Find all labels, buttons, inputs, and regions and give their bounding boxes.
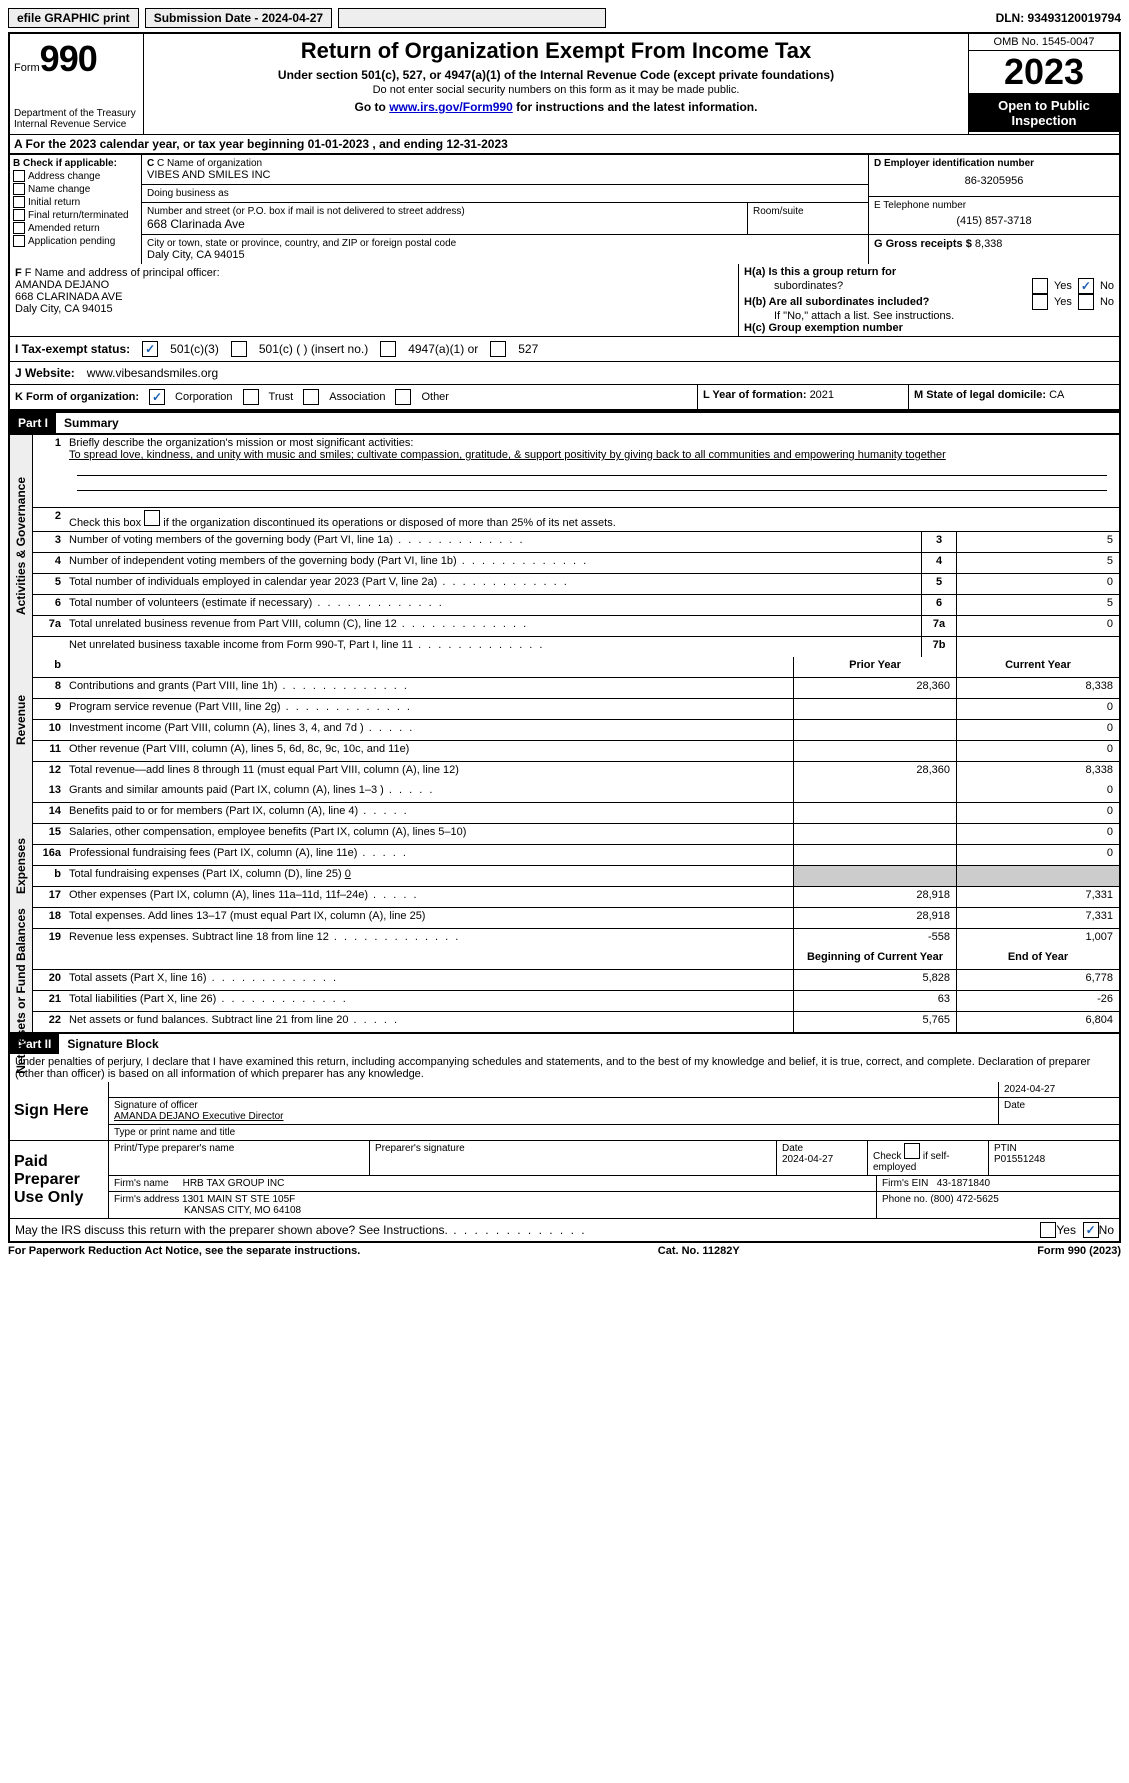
cb-assoc[interactable] xyxy=(303,389,319,405)
blank-button[interactable] xyxy=(338,8,606,28)
officer-name: AMANDA DEJANO xyxy=(15,279,733,291)
sign-here-label: Sign Here xyxy=(10,1082,109,1140)
cb-trust[interactable] xyxy=(243,389,259,405)
org-name-label: C C Name of organization xyxy=(147,158,863,169)
dept-label: Department of the Treasury xyxy=(14,108,139,119)
efile-print-button[interactable]: efile GRAPHIC print xyxy=(8,8,139,28)
phone-label: E Telephone number xyxy=(874,200,1114,211)
mission-text: To spread love, kindness, and unity with… xyxy=(69,449,946,461)
cb-app-pending[interactable] xyxy=(13,235,25,247)
form-header: Form 990 Department of the Treasury Inte… xyxy=(8,32,1121,134)
city-value: Daly City, CA 94015 xyxy=(147,249,863,261)
tax-year: 2023 xyxy=(969,51,1119,94)
gross-label: G Gross receipts $ xyxy=(874,238,972,250)
header-sub1: Under section 501(c), 527, or 4947(a)(1)… xyxy=(152,68,960,82)
activities-governance: Activities & Governance 1 Briefly descri… xyxy=(8,433,1121,657)
section-fh: F F Name and address of principal office… xyxy=(8,264,1121,337)
section-klm: K Form of organization: Corporation Trus… xyxy=(8,385,1121,411)
officer-addr1: 668 CLARINADA AVE xyxy=(15,291,733,303)
cb-4947[interactable] xyxy=(380,341,396,357)
cb-hb-yes[interactable] xyxy=(1032,294,1048,310)
phone-value: (415) 857-3718 xyxy=(874,211,1114,231)
form-label: Form xyxy=(14,62,40,74)
part1-header-row: Part I Summary xyxy=(8,411,1121,433)
cb-address-change[interactable] xyxy=(13,170,25,182)
part2-title: Signature Block xyxy=(59,1034,166,1054)
page-footer: For Paperwork Reduction Act Notice, see … xyxy=(8,1245,1121,1257)
cb-discuss-yes[interactable] xyxy=(1040,1222,1056,1238)
cb-other[interactable] xyxy=(395,389,411,405)
section-b-label: B Check if applicable: xyxy=(13,158,138,169)
cb-final-return[interactable] xyxy=(13,209,25,221)
part1-header: Part I xyxy=(10,413,56,433)
irs-label: Internal Revenue Service xyxy=(14,119,139,130)
cb-hb-no[interactable] xyxy=(1078,294,1094,310)
section-bcd: B Check if applicable: Address change Na… xyxy=(8,155,1121,264)
perjury-text: Under penalties of perjury, I declare th… xyxy=(8,1054,1121,1082)
open-public-label: Open to Public Inspection xyxy=(969,94,1119,132)
top-bar: efile GRAPHIC print Submission Date - 20… xyxy=(8,8,1121,28)
cb-initial-return[interactable] xyxy=(13,196,25,208)
cb-corp[interactable] xyxy=(149,389,165,405)
org-name: VIBES AND SMILES INC xyxy=(147,169,863,181)
form-title: Return of Organization Exempt From Incom… xyxy=(152,38,960,64)
cb-501c[interactable] xyxy=(231,341,247,357)
cb-ha-no[interactable] xyxy=(1078,278,1094,294)
street-value: 668 Clarinada Ave xyxy=(147,217,742,231)
cb-discuss-no[interactable] xyxy=(1083,1222,1099,1238)
dba-label: Doing business as xyxy=(147,188,863,199)
officer-label: F F Name and address of principal office… xyxy=(15,267,733,279)
dln-label: DLN: 93493120019794 xyxy=(996,11,1121,25)
omb-number: OMB No. 1545-0047 xyxy=(969,34,1119,51)
form-number: 990 xyxy=(40,38,97,80)
irs-link[interactable]: www.irs.gov/Form990 xyxy=(389,100,513,114)
cb-527[interactable] xyxy=(490,341,506,357)
row-a: A For the 2023 calendar year, or tax yea… xyxy=(8,134,1121,155)
officer-addr2: Daly City, CA 94015 xyxy=(15,303,733,315)
section-i: I Tax-exempt status: 501(c)(3) 501(c) ( … xyxy=(8,337,1121,362)
part1-title: Summary xyxy=(56,413,127,433)
room-label: Room/suite xyxy=(748,203,868,234)
signature-block: Sign Here 2024-04-27 Signature of office… xyxy=(8,1082,1121,1243)
cb-discontinued[interactable] xyxy=(144,510,160,526)
city-label: City or town, state or province, country… xyxy=(147,238,863,249)
cb-501c3[interactable] xyxy=(142,341,158,357)
section-j: J Website: www.vibesandsmiles.org xyxy=(8,362,1121,385)
website-value: www.vibesandsmiles.org xyxy=(87,366,218,380)
paid-preparer-label: Paid Preparer Use Only xyxy=(10,1141,109,1218)
street-label: Number and street (or P.O. box if mail i… xyxy=(147,206,742,217)
cb-name-change[interactable] xyxy=(13,183,25,195)
cb-amended[interactable] xyxy=(13,222,25,234)
expenses-section: Expenses 13Grants and similar amounts pa… xyxy=(8,782,1121,949)
net-assets-section: Net Assets or Fund Balances Beginning of… xyxy=(8,949,1121,1034)
ein-value: 86-3205956 xyxy=(874,169,1114,193)
revenue-section: Revenue bPrior YearCurrent Year 8Contrib… xyxy=(8,657,1121,782)
ein-label: D Employer identification number xyxy=(874,158,1114,169)
cb-self-employed[interactable] xyxy=(904,1143,920,1159)
cb-ha-yes[interactable] xyxy=(1032,278,1048,294)
part2-header-row: Part II Signature Block xyxy=(8,1034,1121,1054)
header-sub3: Go to www.irs.gov/Form990 for instructio… xyxy=(152,100,960,114)
gross-value: 8,338 xyxy=(975,238,1003,250)
submission-date-button[interactable]: Submission Date - 2024-04-27 xyxy=(145,8,332,28)
header-sub2: Do not enter social security numbers on … xyxy=(152,84,960,96)
